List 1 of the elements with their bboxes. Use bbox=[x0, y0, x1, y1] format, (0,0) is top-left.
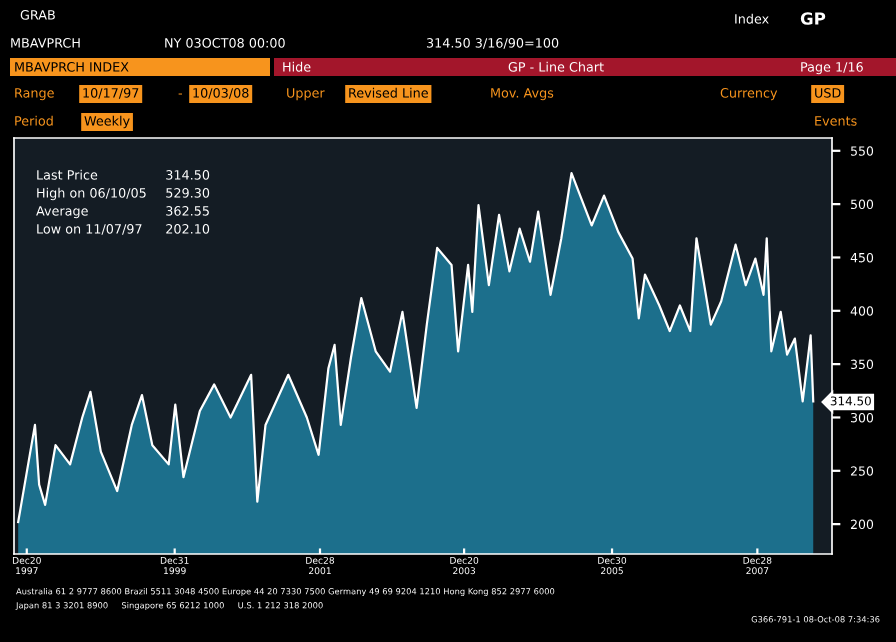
text: GP bbox=[800, 12, 826, 25]
